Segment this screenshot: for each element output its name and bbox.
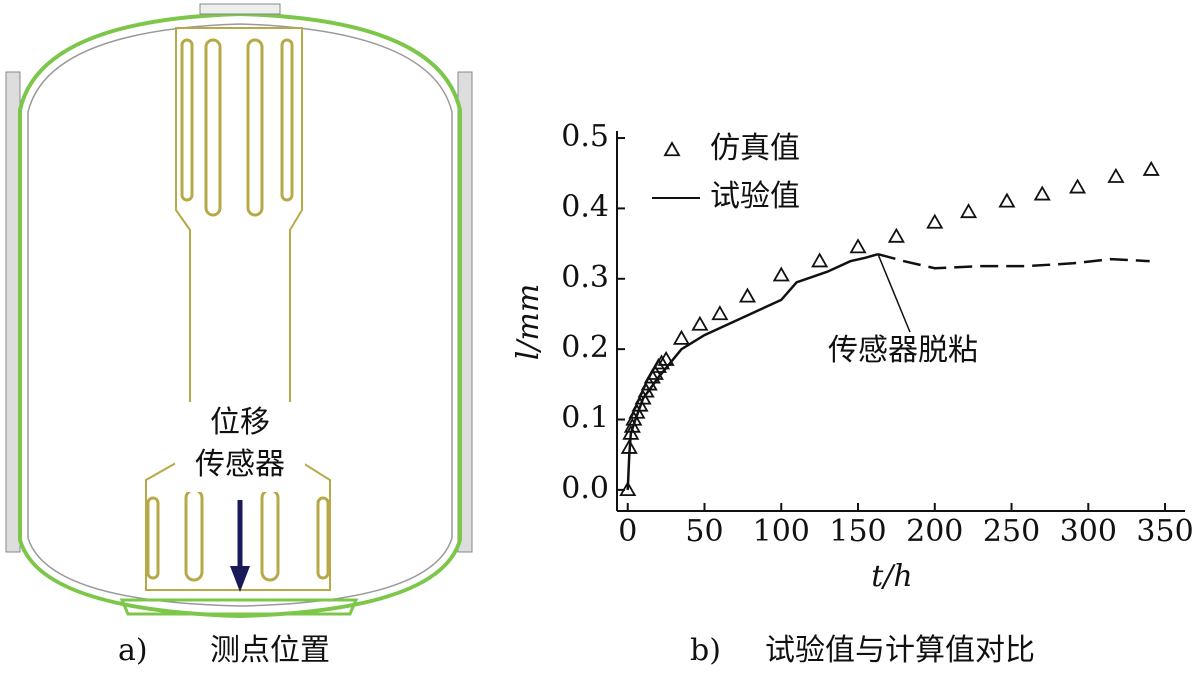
panel-label: a) [118, 633, 148, 668]
scatter-point [631, 396, 649, 412]
annotation: 传感器脱粘 [828, 333, 978, 368]
x-tick-label: 300 [1060, 514, 1117, 549]
label-bg [175, 402, 305, 492]
top-boss [199, 3, 281, 15]
annotation: 传感器 [195, 447, 285, 482]
scatter-point [643, 368, 661, 384]
y-tick-label: 0.1 [561, 401, 609, 436]
y-tick-label: 0.5 [561, 119, 609, 154]
scatter-point [1068, 178, 1087, 194]
y-tick-label: 0.3 [561, 260, 609, 295]
x-tick-label: 200 [906, 514, 963, 549]
scatter-point [634, 389, 652, 405]
scatter-point [1142, 160, 1160, 176]
scatter-point [1033, 185, 1051, 201]
tank-diagram [5, 3, 473, 619]
bottom-ring [119, 598, 359, 616]
x-tick-label: 350 [1136, 514, 1193, 549]
y-tick-label: 0.2 [561, 330, 609, 365]
scatter-point [738, 287, 757, 303]
scatter-point [652, 354, 671, 370]
line-series [626, 252, 879, 490]
annotation-leader [877, 253, 911, 333]
scatter-point [998, 192, 1016, 208]
scatter-point [657, 350, 675, 366]
x-tick-label: 100 [753, 514, 810, 549]
x-tick-label: 0 [618, 514, 637, 549]
arrow-head [230, 566, 250, 592]
scatter-point [772, 266, 790, 282]
scatter-point [849, 238, 867, 254]
legend-label: 仿真值 [710, 131, 800, 166]
x-tick-label: 50 [685, 514, 723, 549]
sensor-plate [145, 27, 331, 591]
line-series [877, 252, 1150, 270]
scatter-point [672, 329, 691, 345]
panel-label: b) [690, 633, 721, 668]
left-flange [5, 71, 21, 553]
scatter-point [649, 357, 667, 373]
scatter-point [619, 481, 637, 497]
annotation: 位移 [210, 405, 270, 440]
x-tick-label: 250 [983, 514, 1040, 549]
x-tick-label: 150 [829, 514, 886, 549]
chart-caption: 试验值与计算值对比 [765, 633, 1035, 668]
scatter-point [691, 315, 709, 331]
panel-caption: 测点位置 [210, 633, 330, 668]
y-tick-label: 0.4 [561, 189, 609, 224]
scatter-point [1107, 167, 1125, 183]
legend-label: 试验值 [710, 179, 800, 214]
legend-marker [663, 141, 681, 157]
tank-outline [18, 11, 462, 619]
x-axis-label: t/h [871, 559, 912, 594]
scatter-point [711, 305, 729, 321]
scatter-point [887, 227, 905, 243]
scatter-point [926, 213, 944, 229]
scatter-point [646, 364, 664, 380]
y-axis-label: l/mm [511, 284, 546, 361]
y-tick-label: 0.0 [561, 471, 609, 506]
tank-inner [27, 23, 453, 607]
scatter-point [811, 252, 829, 268]
scatter-point [959, 203, 978, 219]
